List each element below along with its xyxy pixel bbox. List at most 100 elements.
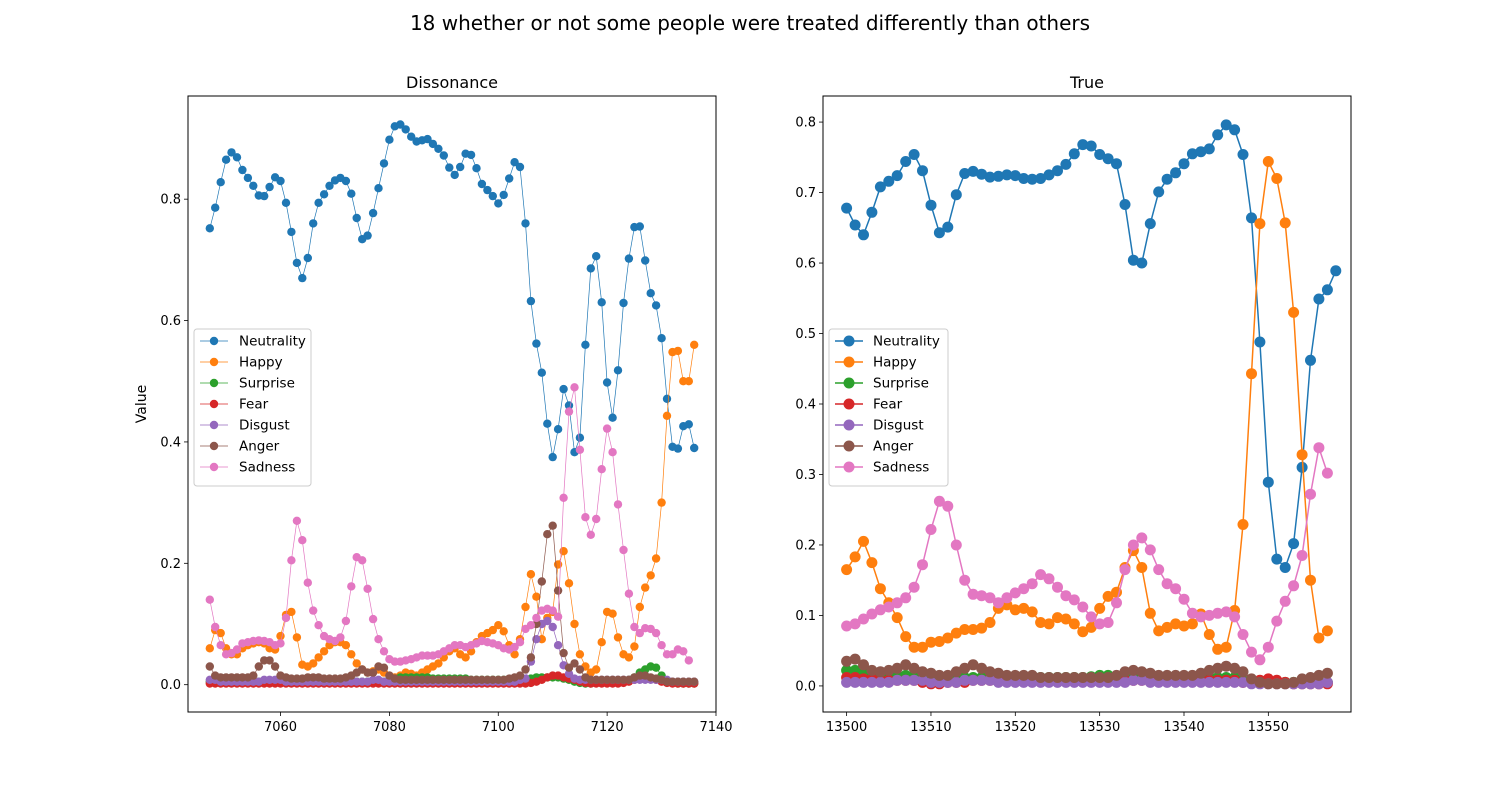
data-point <box>1254 654 1266 666</box>
data-point <box>942 221 954 233</box>
data-point <box>925 636 937 648</box>
data-point <box>319 190 329 199</box>
data-point <box>1153 669 1165 681</box>
data-point <box>428 139 438 149</box>
data-point <box>597 465 606 474</box>
data-point <box>1035 617 1047 628</box>
data-point <box>1043 672 1055 683</box>
data-point <box>1102 590 1114 602</box>
data-point <box>564 579 574 588</box>
data-point <box>1313 669 1325 681</box>
data-point <box>314 621 323 630</box>
data-point <box>657 334 666 343</box>
data-point <box>1043 169 1055 181</box>
data-point <box>858 659 869 671</box>
data-point <box>1136 532 1148 544</box>
y-tick-label: 0.8 <box>160 193 181 208</box>
data-point <box>1321 284 1333 296</box>
data-point <box>967 588 979 600</box>
data-point <box>1127 664 1139 676</box>
data-point <box>553 586 563 595</box>
data-point <box>314 653 323 662</box>
data-point <box>1220 660 1232 672</box>
data-point <box>858 613 869 625</box>
data-point <box>216 178 225 187</box>
data-point <box>608 609 617 618</box>
data-point <box>1313 678 1325 690</box>
data-point <box>439 151 448 160</box>
y-tick-label: 0.1 <box>795 609 816 624</box>
data-point <box>849 551 861 563</box>
data-point <box>657 498 666 507</box>
x-tick-label: 7140 <box>699 720 732 735</box>
data-point <box>1102 153 1114 165</box>
data-point <box>249 671 258 680</box>
data-point <box>959 662 971 674</box>
data-point <box>211 203 220 212</box>
data-point <box>1288 306 1300 318</box>
data-point <box>265 656 274 665</box>
data-point <box>1246 212 1257 224</box>
data-point <box>423 134 432 144</box>
data-point <box>1001 669 1013 681</box>
data-point <box>1043 618 1055 630</box>
data-point <box>1246 673 1257 685</box>
data-point <box>1127 254 1139 266</box>
legend-marker <box>843 398 855 410</box>
data-point <box>1271 678 1283 690</box>
series-line <box>846 446 1329 661</box>
data-point <box>309 219 318 228</box>
data-point <box>309 659 318 668</box>
data-point <box>841 676 853 688</box>
data-point <box>874 666 886 678</box>
data-point <box>564 407 574 416</box>
data-point <box>874 181 886 193</box>
data-point <box>841 655 853 667</box>
data-point <box>543 419 552 428</box>
data-point <box>526 621 536 630</box>
data-point <box>1161 621 1173 633</box>
data-point <box>564 669 574 678</box>
data-point <box>1313 632 1325 644</box>
data-point <box>1203 609 1215 621</box>
data-point <box>521 602 530 612</box>
data-point <box>866 206 878 218</box>
data-point <box>690 340 699 349</box>
chart-true: True 13500 13510 13520 13530 13540 13550 0.0 0.1… <box>795 73 1352 735</box>
data-point <box>1102 617 1114 628</box>
data-point <box>619 298 628 308</box>
data-point <box>1296 673 1308 685</box>
data-point <box>472 164 481 173</box>
data-point <box>1018 583 1030 595</box>
data-point <box>1203 629 1215 640</box>
data-point <box>461 653 470 662</box>
data-point <box>1229 676 1241 688</box>
data-point <box>984 617 996 628</box>
data-point <box>270 662 280 671</box>
data-point <box>450 170 459 180</box>
data-point <box>908 674 920 686</box>
data-point <box>243 173 253 183</box>
data-point <box>883 175 895 187</box>
data-point <box>976 674 988 686</box>
legend-marker <box>843 335 855 347</box>
data-point <box>608 413 617 422</box>
data-point <box>1321 667 1333 679</box>
data-point <box>1279 595 1291 607</box>
data-point <box>1195 667 1207 679</box>
data-point <box>1288 580 1300 592</box>
data-point <box>1085 672 1097 683</box>
data-point <box>1203 143 1215 155</box>
data-point <box>1237 519 1249 530</box>
series-neutrality <box>205 120 699 462</box>
data-point <box>1161 669 1173 681</box>
data-point <box>651 554 661 563</box>
y-tick-label: 0.6 <box>795 257 816 272</box>
data-point <box>341 176 351 186</box>
legend-marker <box>209 336 219 346</box>
data-point <box>933 227 945 239</box>
data-point <box>858 676 869 688</box>
data-point <box>597 638 606 647</box>
data-point <box>1144 544 1156 556</box>
data-point <box>967 165 979 177</box>
